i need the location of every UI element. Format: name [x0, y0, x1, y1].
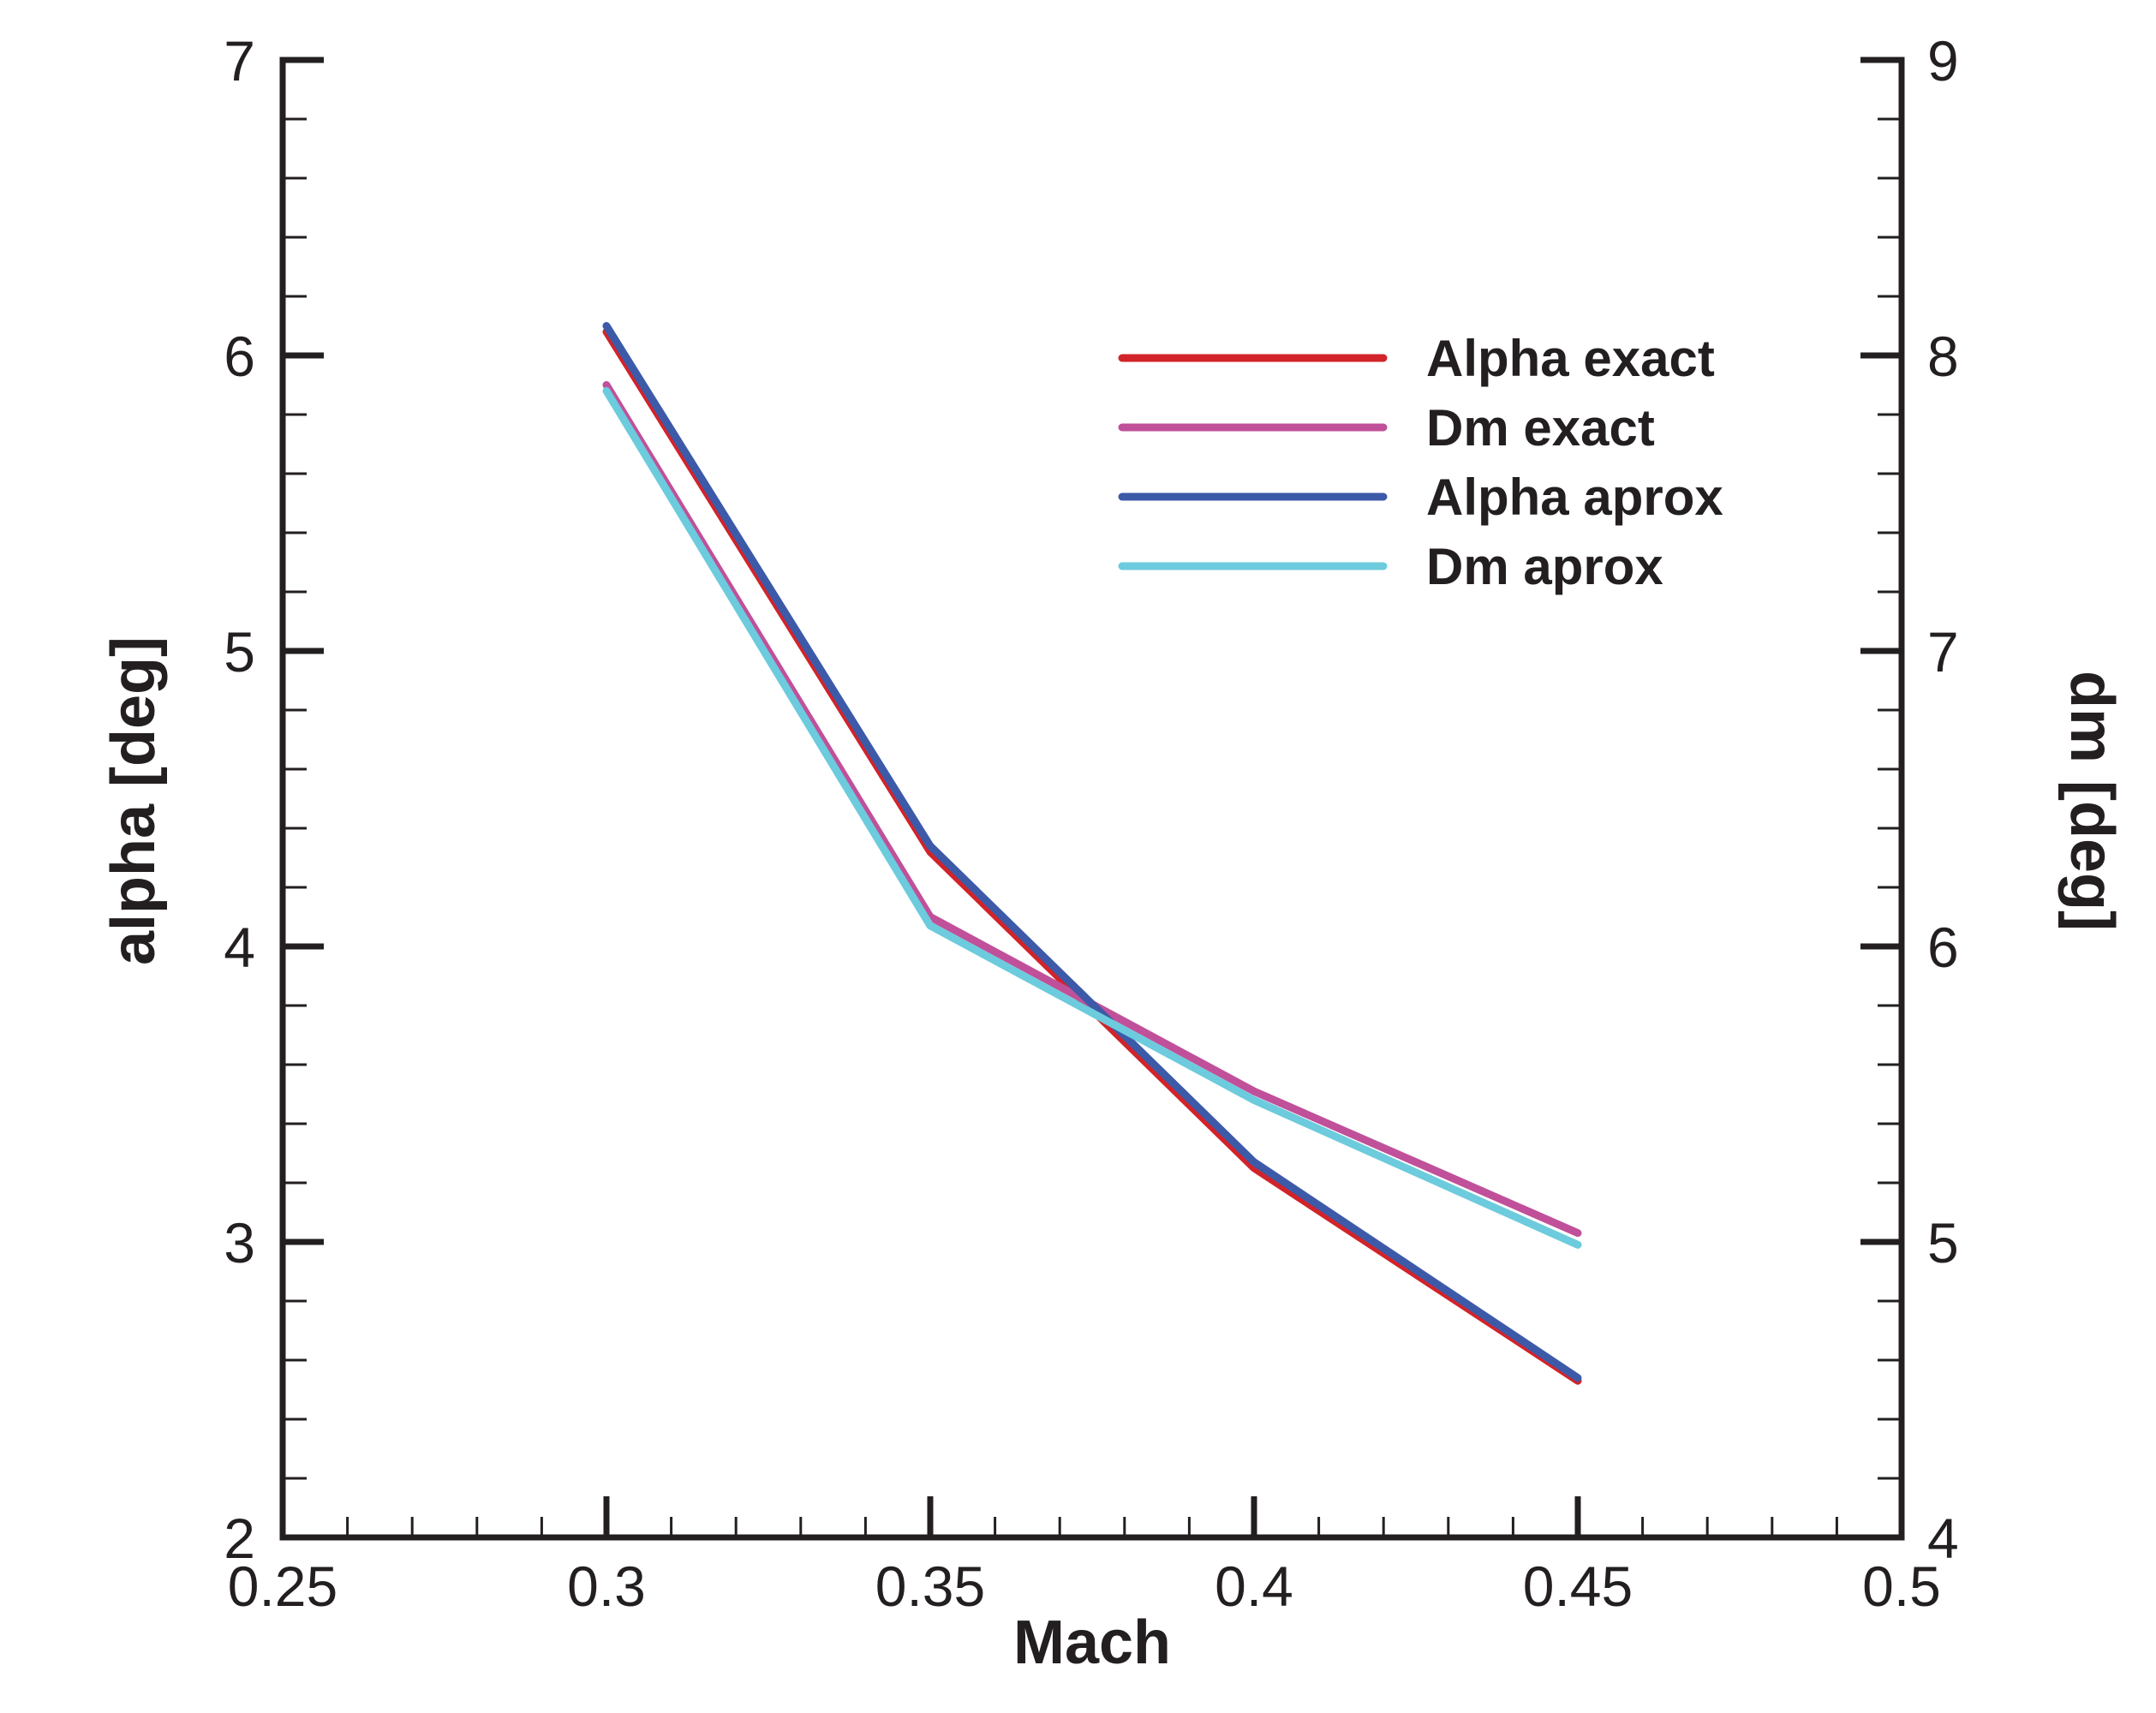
x-axis-title: Mach — [1013, 1609, 1171, 1677]
plot-series — [602, 322, 1582, 1385]
y-tick-label: 5 — [224, 620, 255, 683]
y2-tick-label: 7 — [1927, 620, 1959, 683]
x-tick-label: 0.25 — [228, 1555, 337, 1618]
y-axis-title: alpha [deg] — [99, 636, 168, 965]
y2-tick-label: 9 — [1927, 29, 1959, 93]
legend-label-dm-aprox: Dm aprox — [1426, 538, 1663, 595]
y-tick-label: 4 — [224, 916, 255, 979]
series-line-alpha-aprox — [602, 322, 1582, 1382]
y-tick-label: 3 — [224, 1211, 255, 1274]
y2-axis-title: dm [deg] — [2057, 671, 2126, 931]
y-tick-label: 2 — [224, 1507, 255, 1570]
x-tick-label: 0.35 — [875, 1555, 985, 1618]
x-tick-label: 0.45 — [1523, 1555, 1633, 1618]
legend-label-alpha-aprox: Alpha aprox — [1426, 469, 1723, 526]
y2-tick-label: 8 — [1927, 325, 1959, 388]
y2-tick-label: 5 — [1927, 1211, 1959, 1274]
y-tick-label: 7 — [224, 29, 255, 93]
x-tick-label: 0.3 — [567, 1555, 646, 1618]
y-tick-label: 6 — [224, 325, 255, 388]
legend-label-alpha-exact: Alpha exact — [1426, 330, 1715, 387]
legend-label-dm-exact: Dm exact — [1426, 399, 1655, 457]
x-tick-label: 0.4 — [1215, 1555, 1293, 1618]
legend: Alpha exact Dm exact Alpha aprox Dm aprox — [1118, 330, 1723, 595]
axes: 0.25 0.3 0.35 0.4 0.45 0.5 2 3 4 5 6 7 4 5 6 7 8 9 — [224, 29, 1958, 1618]
series-line-dm-aprox — [602, 386, 1582, 1249]
y2-tick-label: 4 — [1927, 1507, 1959, 1570]
y2-tick-label: 6 — [1927, 916, 1959, 979]
x-tick-label: 0.5 — [1862, 1555, 1941, 1618]
